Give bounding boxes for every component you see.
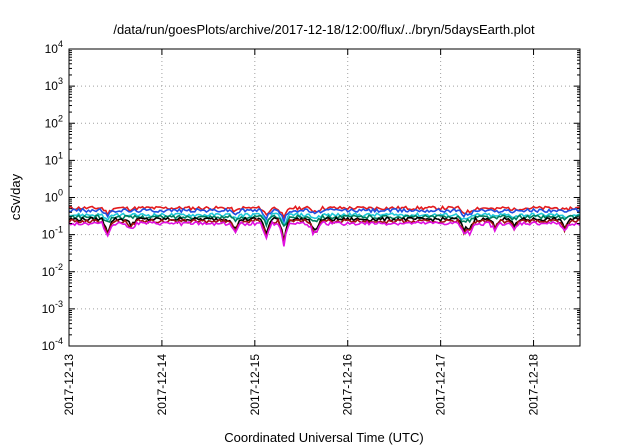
y-tick-label: 103 <box>45 76 63 93</box>
y-tick-label: 102 <box>45 113 63 130</box>
y-tick-label: 100 <box>45 188 63 205</box>
y-axis: 10-4 10-3 10-2 10-1 100 101 102 103 104 <box>42 39 580 353</box>
y-tick-label: 10-4 <box>42 336 63 353</box>
x-tick-label: 2017-12-14 <box>155 354 169 416</box>
chart-title: /data/run/goesPlots/archive/2017-12-18/1… <box>113 22 535 37</box>
series-line <box>68 207 581 225</box>
y-tick-label: 10-2 <box>42 262 63 279</box>
x-axis-label: Coordinated Universal Time (UTC) <box>224 430 423 445</box>
x-tick-label: 2017-12-18 <box>527 354 541 416</box>
y-tick-label: 10-1 <box>42 225 63 242</box>
x-tick-label: 2017-12-13 <box>62 354 76 416</box>
y-tick-label: 10-3 <box>42 299 63 316</box>
y-tick-label: 101 <box>45 150 63 167</box>
grid <box>69 49 580 346</box>
series-line <box>68 220 581 247</box>
y-axis-label: cSv/day <box>8 173 23 220</box>
x-tick-label: 2017-12-17 <box>434 354 448 416</box>
x-axis: 2017-12-13 2017-12-14 2017-12-15 2017-12-16… <box>62 49 541 415</box>
x-tick-label: 2017-12-15 <box>248 354 262 416</box>
x-tick-label: 2017-12-16 <box>341 354 355 416</box>
series-line <box>68 211 581 227</box>
y-tick-label: 104 <box>45 39 63 56</box>
series-line <box>68 205 581 220</box>
series-lines <box>68 205 581 247</box>
series-line <box>68 213 581 229</box>
